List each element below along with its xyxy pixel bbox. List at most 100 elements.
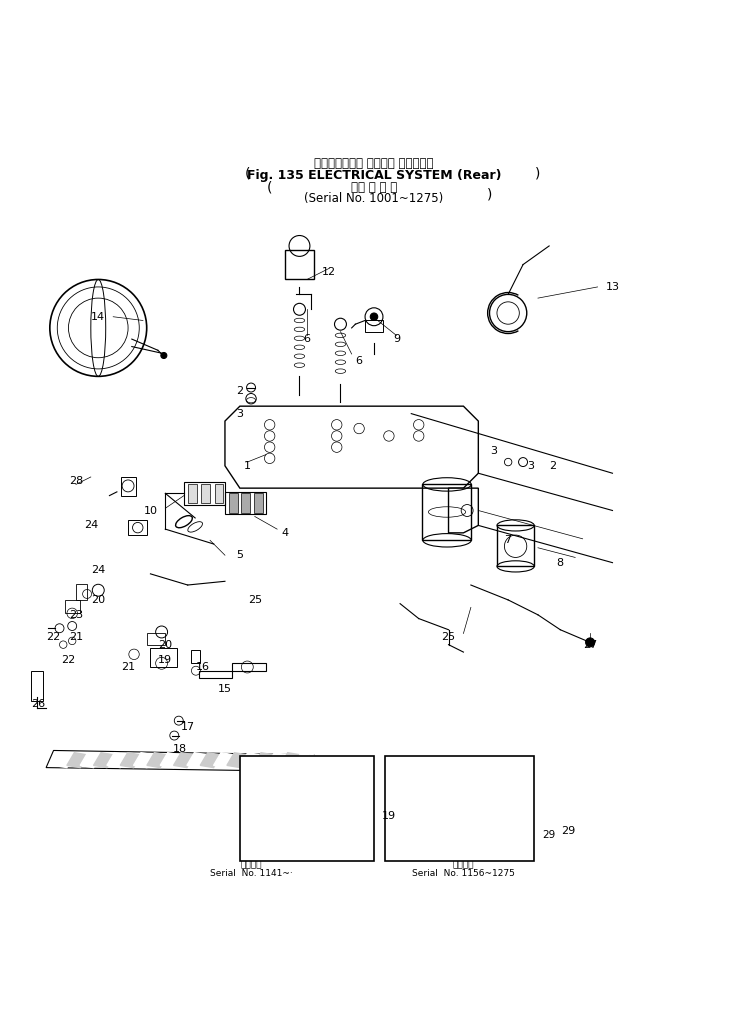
Text: 22: 22 xyxy=(61,654,76,665)
Text: 17: 17 xyxy=(180,722,194,732)
Text: 1: 1 xyxy=(244,460,251,471)
Text: 9: 9 xyxy=(393,334,400,344)
Bar xyxy=(215,484,224,503)
Bar xyxy=(188,484,197,503)
Bar xyxy=(128,520,147,535)
Text: 8: 8 xyxy=(557,557,564,568)
Polygon shape xyxy=(54,752,74,768)
Polygon shape xyxy=(199,664,266,678)
Polygon shape xyxy=(214,752,234,768)
Polygon shape xyxy=(94,752,114,768)
Text: (Serial No. 1001~1275): (Serial No. 1001~1275) xyxy=(304,193,444,205)
Text: 20: 20 xyxy=(159,639,172,649)
Text: 23: 23 xyxy=(69,610,83,620)
Text: 3: 3 xyxy=(527,460,534,471)
Polygon shape xyxy=(160,752,181,768)
Text: ): ) xyxy=(487,188,492,201)
Bar xyxy=(229,493,238,513)
Polygon shape xyxy=(67,752,88,768)
Text: 7: 7 xyxy=(505,535,512,545)
Bar xyxy=(150,648,177,667)
Bar xyxy=(438,793,460,824)
Bar xyxy=(76,584,87,600)
Text: Serial  No. 1141~·: Serial No. 1141~· xyxy=(209,869,292,878)
Text: 20: 20 xyxy=(91,595,105,604)
Polygon shape xyxy=(225,406,478,488)
Polygon shape xyxy=(267,752,288,768)
Polygon shape xyxy=(107,752,128,768)
Bar xyxy=(365,321,383,332)
Text: ): ) xyxy=(536,166,541,181)
Text: 26: 26 xyxy=(31,699,46,710)
Bar xyxy=(284,250,314,280)
Text: Serial  No. 1156~1275: Serial No. 1156~1275 xyxy=(412,869,515,878)
Text: 6: 6 xyxy=(304,334,310,344)
Text: (: ( xyxy=(245,166,250,181)
Text: 6: 6 xyxy=(355,356,363,367)
Polygon shape xyxy=(449,488,478,533)
Bar xyxy=(120,477,135,495)
Text: 24: 24 xyxy=(84,521,98,530)
Polygon shape xyxy=(240,752,261,768)
Bar xyxy=(497,526,534,567)
Bar xyxy=(147,633,165,644)
Polygon shape xyxy=(187,752,208,768)
Text: 18: 18 xyxy=(174,744,187,753)
Text: 14: 14 xyxy=(91,311,105,322)
Bar xyxy=(254,493,263,513)
Bar xyxy=(242,493,251,513)
Text: 24: 24 xyxy=(91,565,105,575)
Text: 3: 3 xyxy=(490,446,497,456)
Text: （適 用 号 機: （適 用 号 機 xyxy=(351,182,397,194)
Bar xyxy=(31,671,43,700)
Bar xyxy=(423,484,471,540)
Text: Fig. 135 ELECTRICAL SYSTEM (Rear): Fig. 135 ELECTRICAL SYSTEM (Rear) xyxy=(247,168,501,182)
Circle shape xyxy=(586,638,595,647)
Text: 2: 2 xyxy=(549,460,557,471)
Polygon shape xyxy=(134,752,154,768)
Polygon shape xyxy=(120,752,141,768)
Text: (: ( xyxy=(267,181,272,195)
Text: 22: 22 xyxy=(46,632,61,642)
Text: 29: 29 xyxy=(561,826,575,836)
Polygon shape xyxy=(280,752,301,768)
Bar xyxy=(184,482,225,504)
Polygon shape xyxy=(254,752,275,768)
Polygon shape xyxy=(147,752,168,768)
Text: 適用号機: 適用号機 xyxy=(453,860,474,869)
Text: 適用号機: 適用号機 xyxy=(240,860,262,869)
Polygon shape xyxy=(294,752,314,768)
Text: 3: 3 xyxy=(236,408,243,419)
Circle shape xyxy=(370,313,378,321)
Text: 10: 10 xyxy=(144,505,157,516)
Polygon shape xyxy=(200,752,221,768)
Text: 19: 19 xyxy=(381,811,396,821)
Text: 15: 15 xyxy=(218,684,232,694)
Text: 25: 25 xyxy=(248,595,262,604)
Text: 25: 25 xyxy=(441,632,456,642)
Bar xyxy=(191,649,200,664)
Polygon shape xyxy=(80,752,101,768)
Text: 28: 28 xyxy=(69,476,83,486)
Text: 19: 19 xyxy=(159,654,172,665)
Text: 21: 21 xyxy=(69,632,83,642)
Text: 27: 27 xyxy=(583,639,597,649)
Text: エレクトリカル システム （リヤー）: エレクトリカル システム （リヤー） xyxy=(314,157,434,171)
Bar xyxy=(240,757,374,861)
Bar xyxy=(385,757,534,861)
Text: 13: 13 xyxy=(605,282,619,292)
Bar xyxy=(225,492,266,515)
Text: 16: 16 xyxy=(195,662,209,672)
Text: 19: 19 xyxy=(349,763,362,773)
Polygon shape xyxy=(227,752,248,768)
Text: 12: 12 xyxy=(322,268,337,277)
Text: 2: 2 xyxy=(236,386,243,396)
Bar xyxy=(277,786,307,842)
Circle shape xyxy=(161,352,167,358)
Text: 29: 29 xyxy=(542,830,556,839)
Polygon shape xyxy=(174,752,194,768)
Bar xyxy=(201,484,210,503)
Text: 5: 5 xyxy=(236,550,243,561)
Text: 4: 4 xyxy=(281,528,288,538)
Text: 21: 21 xyxy=(121,662,135,672)
